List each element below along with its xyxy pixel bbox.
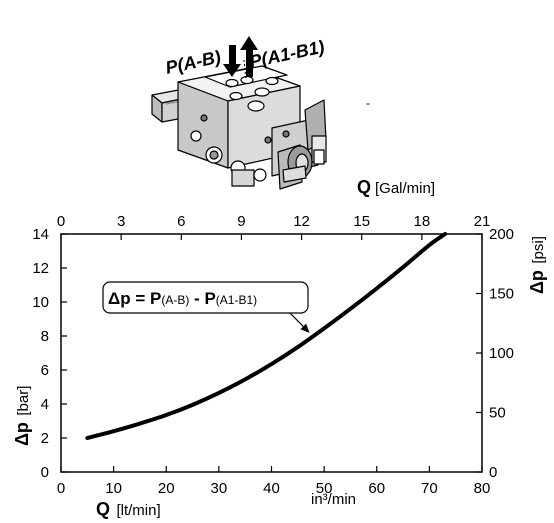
y2-tick-label: 200 bbox=[489, 226, 514, 243]
x-axis-unit: [lt/min] bbox=[116, 502, 160, 519]
x2-tick-label: 0 bbox=[57, 213, 65, 230]
x-tick-label: 20 bbox=[158, 480, 175, 497]
formula-prefix: Δp = bbox=[108, 289, 150, 308]
x2-tick-label: 12 bbox=[293, 213, 310, 230]
formula-p2-sub: (A1-B1) bbox=[216, 293, 257, 307]
x2-tick-label: 18 bbox=[414, 213, 431, 230]
x2-tick-label: 3 bbox=[117, 213, 125, 230]
x2-tick-label: 9 bbox=[237, 213, 245, 230]
valve-illustration bbox=[151, 65, 327, 190]
y-tick-label: 2 bbox=[41, 430, 49, 447]
series-line bbox=[85, 232, 448, 440]
top-axis-unit: [Gal/min] bbox=[375, 180, 435, 197]
x2-tick-label: 6 bbox=[177, 213, 185, 230]
x-axis-ticks: 0 10 20 30 40 50 60 70 80 bbox=[57, 466, 491, 497]
x-tick-label: 0 bbox=[57, 480, 65, 497]
formula-box bbox=[102, 281, 309, 314]
y-tick-label: 8 bbox=[41, 328, 49, 345]
x2-axis-ticks: 0 3 6 9 12 15 18 21 bbox=[57, 213, 491, 240]
unit-note: in³/min bbox=[311, 491, 356, 508]
formula-p1: P bbox=[150, 289, 161, 308]
y-tick-label: 6 bbox=[41, 362, 49, 379]
plot-area: 0 10 20 30 40 50 60 70 80 0 3 6 9 12 15 18 21 0 2 4 6 8 10 12… bbox=[32, 213, 514, 497]
x-tick-label: 40 bbox=[263, 480, 280, 497]
x-axis-symbol: Q bbox=[96, 499, 110, 519]
top-axis-symbol: Q bbox=[357, 177, 371, 197]
valve-dash: - bbox=[366, 96, 370, 110]
x-tick-label: 30 bbox=[211, 480, 228, 497]
label-inlet-pressure: P(A-B) bbox=[164, 47, 223, 78]
y2-axis-ticks: 0 50 100 150 200 bbox=[476, 226, 514, 481]
x-tick-label: 70 bbox=[421, 480, 438, 497]
y2-tick-label: 0 bbox=[489, 464, 497, 481]
y2-axis-title: Δp [psi] bbox=[527, 236, 547, 294]
x2-tick-label: 21 bbox=[474, 213, 491, 230]
y2-axis-symbol: Δp bbox=[527, 270, 547, 294]
y2-tick-label: 50 bbox=[489, 405, 506, 422]
x-tick-label: 60 bbox=[368, 480, 385, 497]
y-axis-symbol: Δp bbox=[12, 422, 32, 446]
x-tick-label: 10 bbox=[105, 480, 122, 497]
y2-axis-unit: [psi] bbox=[530, 236, 547, 264]
formula-arrowhead bbox=[300, 323, 310, 333]
top-axis-title: Q [Gal/min] bbox=[357, 177, 435, 197]
y-tick-label: 0 bbox=[41, 464, 49, 481]
formula-p2: P bbox=[204, 289, 215, 308]
inlet-arrow-icon bbox=[223, 45, 241, 77]
y2-tick-label: 100 bbox=[489, 345, 514, 362]
y-tick-label: 4 bbox=[41, 396, 49, 413]
x-axis-title: Q [lt/min] bbox=[96, 499, 161, 519]
y-axis-title: Δp [bar] bbox=[12, 386, 32, 446]
formula-p1-sub: (A-B) bbox=[161, 293, 189, 307]
label-outlet-pressure: P(A1-B1) bbox=[248, 37, 327, 72]
x2-tick-label: 15 bbox=[353, 213, 370, 230]
y-tick-label: 10 bbox=[32, 294, 49, 311]
formula-text: Δp = P(A-B) - P(A1-B1) bbox=[108, 289, 257, 308]
formula-minus: - bbox=[189, 289, 204, 308]
formula-leader-line bbox=[289, 312, 304, 327]
y2-tick-label: 150 bbox=[489, 286, 514, 303]
x-tick-label: 50 bbox=[316, 480, 333, 497]
y-axis-unit: [bar] bbox=[15, 386, 32, 416]
plot-frame bbox=[60, 233, 483, 473]
y-tick-label: 12 bbox=[32, 260, 49, 277]
outlet-arrow-icon bbox=[240, 36, 258, 77]
x-tick-label: 80 bbox=[474, 480, 491, 497]
formula-annotation: Δp = P(A-B) - P(A1-B1) bbox=[102, 281, 310, 333]
flow-arrows bbox=[223, 36, 258, 81]
y-tick-label: 14 bbox=[32, 226, 49, 243]
y-axis-ticks: 0 2 4 6 8 10 12 14 bbox=[32, 226, 67, 481]
